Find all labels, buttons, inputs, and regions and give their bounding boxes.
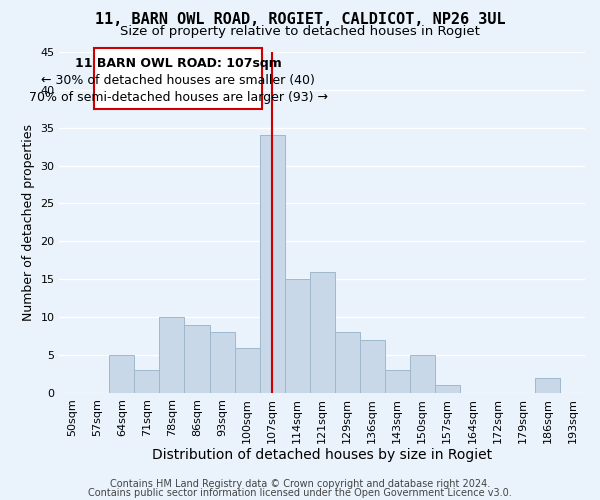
- Text: Size of property relative to detached houses in Rogiet: Size of property relative to detached ho…: [120, 25, 480, 38]
- FancyBboxPatch shape: [94, 48, 262, 108]
- Text: Contains HM Land Registry data © Crown copyright and database right 2024.: Contains HM Land Registry data © Crown c…: [110, 479, 490, 489]
- Bar: [109, 355, 134, 393]
- Text: 70% of semi-detached houses are larger (93) →: 70% of semi-detached houses are larger (…: [29, 91, 328, 104]
- Bar: [335, 332, 360, 393]
- X-axis label: Distribution of detached houses by size in Rogiet: Distribution of detached houses by size …: [152, 448, 492, 462]
- Bar: [134, 370, 160, 393]
- Bar: [435, 386, 460, 393]
- Y-axis label: Number of detached properties: Number of detached properties: [22, 124, 35, 321]
- Bar: [184, 325, 209, 393]
- Text: 11 BARN OWL ROAD: 107sqm: 11 BARN OWL ROAD: 107sqm: [75, 56, 281, 70]
- Text: 11, BARN OWL ROAD, ROGIET, CALDICOT, NP26 3UL: 11, BARN OWL ROAD, ROGIET, CALDICOT, NP2…: [95, 12, 505, 28]
- Bar: [385, 370, 410, 393]
- Bar: [410, 355, 435, 393]
- Bar: [310, 272, 335, 393]
- Bar: [209, 332, 235, 393]
- Text: ← 30% of detached houses are smaller (40): ← 30% of detached houses are smaller (40…: [41, 74, 315, 86]
- Bar: [235, 348, 260, 393]
- Bar: [535, 378, 560, 393]
- Bar: [284, 280, 310, 393]
- Bar: [260, 135, 284, 393]
- Bar: [360, 340, 385, 393]
- Text: Contains public sector information licensed under the Open Government Licence v3: Contains public sector information licen…: [88, 488, 512, 498]
- Bar: [160, 317, 184, 393]
